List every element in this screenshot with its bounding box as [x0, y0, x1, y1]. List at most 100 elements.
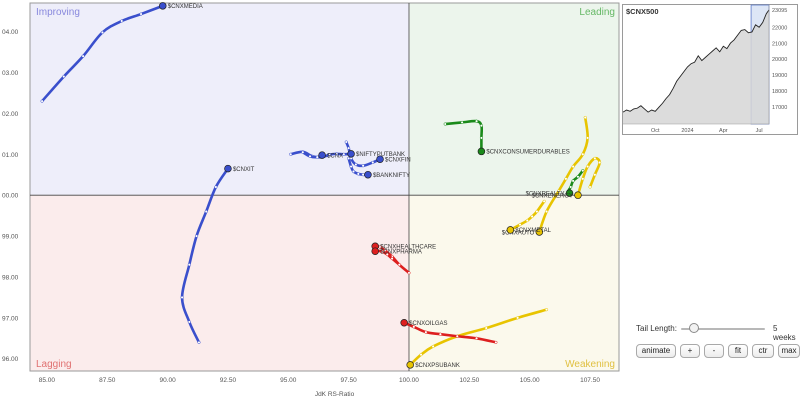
head-cnxmetal[interactable]: [506, 226, 515, 234]
y-tick-label: 99.00: [2, 234, 19, 241]
tail-point-cnxpsubank: [516, 316, 520, 320]
head-cnx[interactable]: [318, 151, 326, 159]
x-tick-label: 100.00: [399, 377, 419, 384]
tail-point-cnxrealty: [581, 169, 585, 173]
head-cnxmedia[interactable]: [159, 2, 167, 10]
tail-point-cnxit: [214, 185, 218, 189]
tail-point-cnxoilgas: [412, 325, 416, 329]
x-tick-label: 87.50: [99, 377, 116, 384]
label-cnxconsumerdurables: $CNXCONSUMERDURABLES: [486, 150, 569, 156]
tail-point-cnxconsumerdurables: [479, 124, 483, 128]
tail-point-cnxpsubank: [484, 326, 488, 330]
y-tick-label: 03.00: [2, 70, 19, 77]
head-cnxoilgas[interactable]: [400, 319, 408, 327]
minichart-x-tick: Jul: [756, 128, 763, 134]
label-cnxit: $CNXIT: [233, 167, 255, 173]
tail-point-cnxconsumerdurables: [460, 120, 464, 124]
axes: 85.00 87.50 90.00 92.50 95.00 97.50 100.00 102.…: [2, 2, 620, 398]
tail-point-cnxfin: [347, 146, 351, 150]
tail-point-cnxfin: [361, 164, 365, 168]
tail-point-cnxmedia: [139, 12, 143, 16]
label-cnxoilgas: $CNXOILGAS: [409, 321, 447, 327]
head-cnxfin[interactable]: [376, 155, 384, 163]
label-cnxfin: $CNXFIN: [385, 157, 411, 163]
quadrant-label-leading: Leading: [579, 7, 615, 18]
tail-point-cnxpharma: [385, 252, 389, 257]
y-tick-label: 04.00: [2, 29, 19, 36]
minichart-y-tick: 18000: [772, 89, 787, 95]
minichart-y-tick: 20000: [772, 57, 787, 63]
quadrant-labels: Improving Leading Lagging Weakening: [36, 7, 615, 370]
tail-point-cnxmedia: [40, 99, 44, 103]
minichart-line: [622, 9, 770, 113]
tail-length-slider[interactable]: [681, 323, 765, 333]
center-button[interactable]: ctr: [752, 344, 774, 358]
tail-point-cnxmedia: [62, 75, 66, 79]
zoom-out-button[interactable]: -: [704, 344, 724, 358]
y-tick-label: 96.00: [2, 356, 19, 363]
minichart-x-tick: 2024: [681, 128, 693, 134]
tail-point-cnxit: [197, 340, 201, 344]
tail-point-cnxenergy: [581, 177, 585, 181]
tail-point-banknifty: [356, 172, 360, 176]
tail-point-cnxmedia: [100, 30, 104, 34]
x-axis-label: JdK RS-Ratio: [315, 391, 355, 398]
x-tick-label: 107.50: [580, 377, 600, 384]
head-niftyputbank[interactable]: [347, 150, 355, 158]
tail-point-cnxit: [204, 209, 208, 214]
tail-length-thumb[interactable]: [688, 323, 699, 333]
x-tick-label: 97.50: [340, 377, 357, 384]
tail-point-cnxpharma: [390, 257, 394, 261]
tail-point-cnxoilgas: [424, 330, 428, 334]
tail-point-cnxrealty: [569, 185, 573, 189]
head-cnxpsubank[interactable]: [406, 361, 414, 369]
tail-point-niftyputbank: [327, 153, 331, 157]
tail-point-cnxrealty: [571, 179, 575, 183]
tail-point-cnxenergy: [588, 185, 592, 189]
tail-point-cnx: [301, 150, 305, 154]
tail-point-banknifty: [347, 156, 351, 160]
tail-cnxit[interactable]: [180, 167, 230, 344]
tail-point-banknifty: [349, 165, 353, 169]
minichart-y-tick: 19000: [772, 73, 787, 79]
label-cnxauto: $CNXAUTO: [502, 230, 535, 236]
head-cnxrealty[interactable]: [565, 189, 574, 197]
label-cnxpharma: $CNXPHARMA: [380, 249, 422, 255]
animate-button[interactable]: animate: [636, 344, 676, 358]
rrg-chart[interactable]: 85.00 87.50 90.00 92.50 95.00 97.50 100.00 102.…: [0, 0, 622, 400]
quadrant-lagging: [30, 195, 409, 371]
head-cnxit[interactable]: [224, 164, 232, 173]
zoom-in-button[interactable]: +: [680, 344, 700, 358]
tail-point-cnxmetal: [535, 209, 539, 214]
tail-point-cnxit: [187, 263, 191, 267]
head-cnxconsumerdurables[interactable]: [477, 147, 486, 156]
heads: $CNXMEDIA $CNXIT $NIFTYPUTBANK$CNXFIN $BANK…: [159, 2, 582, 369]
head-banknifty[interactable]: [364, 170, 372, 179]
tail-point-cnxhealthcare: [407, 271, 411, 275]
label-banknifty: $BANKNIFTY: [373, 173, 410, 179]
head-cnxenergy[interactable]: [574, 191, 582, 199]
head-cnxauto[interactable]: [535, 228, 544, 236]
y-tick-label: 00.00: [2, 193, 19, 200]
y-tick-label: 98.00: [2, 274, 19, 281]
max-button[interactable]: max: [778, 344, 800, 358]
benchmark-minichart: $CNX500 23095 22000 21000 20000 19000 18000 170…: [622, 4, 798, 135]
tail-point-cnxoilgas: [494, 340, 498, 344]
tail-point-cnxoilgas: [475, 336, 479, 340]
quadrant-label-weakening: Weakening: [565, 359, 615, 370]
quadrant-label-improving: Improving: [36, 7, 80, 18]
x-tick-label: 95.00: [280, 377, 297, 384]
minichart-y-tick: 23095: [772, 8, 787, 14]
y-tick-label: 97.00: [2, 315, 19, 322]
tail-point-cnx: [308, 154, 312, 158]
tail-point-cnxfin: [354, 162, 358, 167]
quadrants: [30, 3, 619, 371]
label-cnx: $CNX: [327, 153, 343, 159]
tail-point-cnxpsubank: [431, 344, 435, 349]
fit-button[interactable]: fit: [728, 344, 748, 358]
tail-point-cnxconsumerdurables: [479, 136, 483, 140]
head-cnxpharma[interactable]: [371, 247, 379, 255]
tail-point-cnxit: [187, 320, 191, 324]
tail-point-cnxfin: [371, 160, 375, 165]
tail-length-track: [681, 328, 765, 330]
